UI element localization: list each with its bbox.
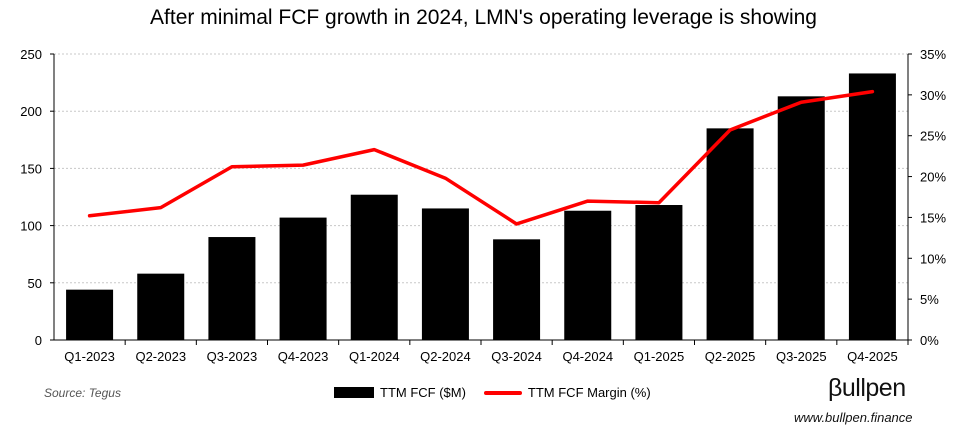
right-axis-tick-label: 20% — [920, 170, 946, 185]
x-axis-tick-label: Q2-2024 — [420, 349, 471, 364]
bar-Q2-2024 — [421, 208, 469, 340]
right-axis-tick-label: 0% — [920, 333, 939, 348]
margin-line — [87, 89, 875, 226]
left-axis-tick-label: 50 — [28, 276, 42, 291]
x-axis-tick-label: Q2-2025 — [705, 349, 756, 364]
x-axis-tick-label: Q3-2023 — [207, 349, 258, 364]
right-axis-tick-label: 15% — [920, 210, 946, 225]
bar-Q1-2025 — [635, 205, 683, 340]
right-axis-tick-label: 10% — [920, 251, 946, 266]
right-axis-tick-label: 35% — [920, 47, 946, 62]
source-note: Source: Tegus — [44, 386, 121, 400]
chart-title: After minimal FCF growth in 2024, LMN's … — [150, 6, 817, 29]
legend-swatch-bar — [334, 387, 374, 398]
left-axis-tick-label: 0 — [35, 333, 42, 348]
bar-Q3-2023 — [208, 237, 256, 340]
x-axis-tick-label: Q4-2025 — [847, 349, 898, 364]
x-axis-tick-label: Q2-2023 — [135, 349, 186, 364]
bar-Q4-2024 — [564, 210, 612, 340]
bar-Q4-2023 — [279, 217, 327, 340]
bar-Q2-2025 — [706, 128, 754, 340]
x-axis-tick-label: Q4-2024 — [562, 349, 613, 364]
right-axis-tick-label: 25% — [920, 129, 946, 144]
bar-Q1-2024 — [350, 194, 398, 340]
left-axis-tick-label: 100 — [20, 219, 42, 234]
left-axis-tick-label: 200 — [20, 104, 42, 119]
x-axis-tick-label: Q3-2024 — [491, 349, 542, 364]
x-axis-tick-label: Q1-2025 — [634, 349, 685, 364]
bar-Q2-2023 — [137, 273, 185, 340]
legend: TTM FCF ($M) TTM FCF Margin (%) — [334, 385, 651, 400]
left-axis-tick-label: 150 — [20, 161, 42, 176]
bar-Q4-2025 — [848, 73, 896, 340]
x-axis-tick-label: Q4-2023 — [278, 349, 329, 364]
x-axis-tick-label: Q1-2023 — [64, 349, 115, 364]
left-axis-tick-label: 250 — [20, 47, 42, 62]
x-axis-tick-label: Q3-2025 — [776, 349, 827, 364]
bar-Q3-2024 — [493, 239, 541, 340]
right-axis-tick-label: 30% — [920, 88, 946, 103]
bullpen-logo: βullpen — [828, 374, 906, 402]
legend-swatch-line — [483, 390, 522, 395]
legend-label-fcf: TTM FCF ($M) — [380, 385, 466, 400]
bar-Q1-2023 — [66, 289, 114, 340]
right-axis-tick-label: 5% — [920, 292, 939, 307]
legend-label-margin: TTM FCF Margin (%) — [527, 385, 651, 400]
x-axis-tick-label: Q1-2024 — [349, 349, 400, 364]
website-text: www.bullpen.finance — [794, 410, 913, 425]
bar-Q3-2025 — [777, 96, 825, 340]
